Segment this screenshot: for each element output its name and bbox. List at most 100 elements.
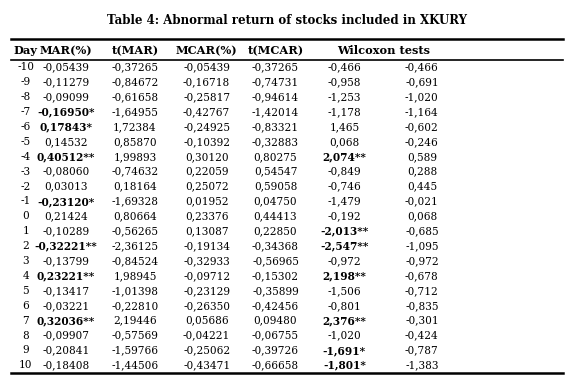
Text: -0,04221: -0,04221 [183,330,230,341]
Text: 0,40512**: 0,40512** [37,151,95,162]
Text: 1: 1 [22,226,29,236]
Text: -0,24925: -0,24925 [183,122,230,132]
Text: -9: -9 [21,77,31,87]
Text: -0,39726: -0,39726 [252,345,299,356]
Text: -1,253: -1,253 [328,92,361,102]
Text: -1,801*: -1,801* [323,360,366,371]
Text: Wilcoxon tests: Wilcoxon tests [336,45,430,56]
Text: -0,192: -0,192 [328,211,361,221]
Text: 0,54547: 0,54547 [254,167,297,177]
Text: 0,23221**: 0,23221** [37,270,95,281]
Text: -0,15302: -0,15302 [252,271,299,281]
Text: -0,021: -0,021 [405,196,439,207]
Text: -0,246: -0,246 [405,137,439,147]
Text: 0,14532: 0,14532 [44,137,88,147]
Text: -0,16950*: -0,16950* [37,107,95,118]
Text: -2,36125: -2,36125 [111,241,158,251]
Text: 3: 3 [22,256,29,266]
Text: 0,25072: 0,25072 [185,181,228,192]
Text: -0,801: -0,801 [328,301,361,311]
Text: -0,691: -0,691 [405,77,439,87]
Text: 0,22059: 0,22059 [185,167,228,177]
Text: 0,59058: 0,59058 [254,181,297,192]
Text: 0,18164: 0,18164 [113,181,157,192]
Text: 5: 5 [22,286,29,296]
Text: -0,94614: -0,94614 [252,92,299,102]
Text: -0,13799: -0,13799 [42,256,90,266]
Text: -0,602: -0,602 [405,122,439,132]
Text: -0,32221**: -0,32221** [34,241,98,252]
Text: 0,32036**: 0,32036** [37,315,95,326]
Text: 0,589: 0,589 [407,152,437,162]
Text: 0,05686: 0,05686 [185,316,228,326]
Text: 7: 7 [22,316,29,326]
Text: -0,25062: -0,25062 [183,345,230,356]
Text: -0,972: -0,972 [328,256,361,266]
Text: -1,44506: -1,44506 [111,360,158,370]
Text: -1,020: -1,020 [328,330,361,341]
Text: -0,18408: -0,18408 [42,360,90,370]
Text: -0,10392: -0,10392 [183,137,230,147]
Text: Day: Day [14,45,38,56]
Text: -0,972: -0,972 [405,256,439,266]
Text: 0,068: 0,068 [329,137,359,147]
Text: -1,479: -1,479 [328,196,361,207]
Text: MCAR(%): MCAR(%) [176,45,238,56]
Text: 9: 9 [22,345,29,356]
Text: -0,83321: -0,83321 [252,122,299,132]
Text: 0,23376: 0,23376 [185,211,228,221]
Text: 1,99893: 1,99893 [113,152,157,162]
Text: 0,09480: 0,09480 [254,316,297,326]
Text: -0,08060: -0,08060 [42,167,90,177]
Text: 0,80275: 0,80275 [254,152,297,162]
Text: -1: -1 [21,196,31,207]
Text: -0,09907: -0,09907 [42,330,90,341]
Text: -0,74632: -0,74632 [111,167,158,177]
Text: 0,445: 0,445 [407,181,437,192]
Text: 0,01952: 0,01952 [185,196,228,207]
Text: -0,42456: -0,42456 [252,301,299,311]
Text: -0,42767: -0,42767 [183,107,230,117]
Text: -0,05439: -0,05439 [183,62,230,73]
Text: -0,958: -0,958 [328,77,361,87]
Text: -0,424: -0,424 [405,330,439,341]
Text: -0,19134: -0,19134 [183,241,230,251]
Text: -1,178: -1,178 [328,107,361,117]
Text: -5: -5 [21,137,31,147]
Text: -0,301: -0,301 [405,316,439,326]
Text: 0,13087: 0,13087 [185,226,228,236]
Text: -1,506: -1,506 [328,286,361,296]
Text: -0,43471: -0,43471 [183,360,230,370]
Text: -6: -6 [21,122,31,132]
Text: 0,03013: 0,03013 [44,181,88,192]
Text: 6: 6 [22,301,29,311]
Text: -1,383: -1,383 [405,360,439,370]
Text: 0: 0 [22,211,29,221]
Text: -1,020: -1,020 [405,92,439,102]
Text: -0,03221: -0,03221 [42,301,90,311]
Text: -1,691*: -1,691* [323,345,366,356]
Text: MAR(%): MAR(%) [40,45,92,56]
Text: t(MCAR): t(MCAR) [247,45,304,56]
Text: 0,21424: 0,21424 [44,211,88,221]
Text: -0,56265: -0,56265 [111,226,158,236]
Text: -0,466: -0,466 [405,62,439,73]
Text: -1,69328: -1,69328 [111,196,158,207]
Text: 0,068: 0,068 [407,211,437,221]
Text: -0,25817: -0,25817 [183,92,230,102]
Text: -0,685: -0,685 [405,226,439,236]
Text: -2,547**: -2,547** [320,241,369,252]
Text: -0,787: -0,787 [405,345,439,356]
Text: 0,80664: 0,80664 [113,211,157,221]
Text: -0,56965: -0,56965 [252,256,299,266]
Text: 0,30120: 0,30120 [185,152,228,162]
Text: -0,712: -0,712 [405,286,439,296]
Text: 2: 2 [22,241,29,251]
Text: -0,35899: -0,35899 [252,286,299,296]
Text: -2: -2 [21,181,31,192]
Text: 1,465: 1,465 [329,122,359,132]
Text: -0,37265: -0,37265 [252,62,299,73]
Text: -0,11279: -0,11279 [42,77,90,87]
Text: -0,849: -0,849 [328,167,361,177]
Text: 2,198**: 2,198** [323,270,366,281]
